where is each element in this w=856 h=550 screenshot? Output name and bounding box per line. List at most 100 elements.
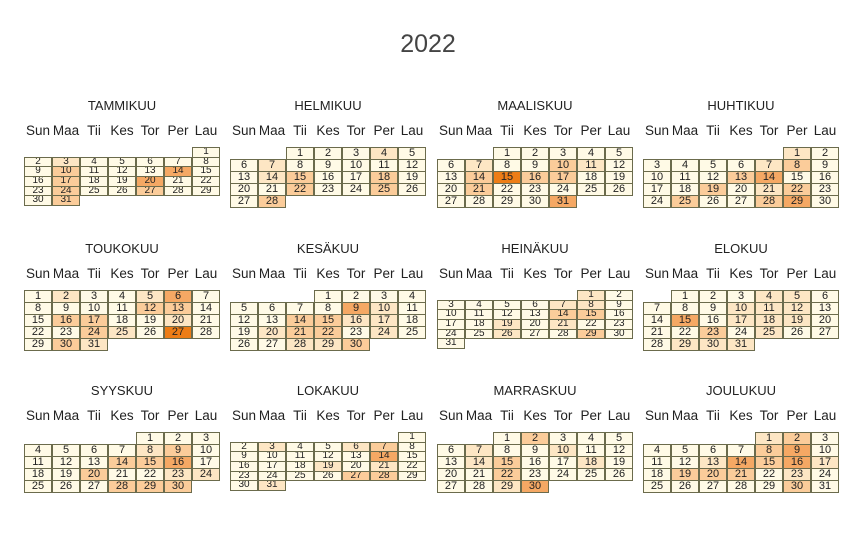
day-cell: 29: [192, 185, 220, 197]
month-title: HEINÄKUU: [501, 241, 569, 256]
weekday-label: Sun: [438, 408, 464, 423]
day-cell: 6: [699, 444, 727, 457]
day-cell: 30: [521, 480, 549, 493]
day-cell: 15: [314, 314, 342, 327]
day-cell: 22: [286, 183, 314, 196]
weekday-label: Lau: [400, 266, 424, 281]
weekday-label: Kes: [110, 123, 134, 138]
day-cell: 29: [783, 195, 811, 208]
weekday-label: Lau: [194, 266, 218, 281]
weekday-label: Tii: [500, 408, 514, 423]
month-title: HUHTIKUU: [707, 98, 775, 113]
weekday-label: Kes: [110, 408, 134, 423]
weekday-label: Maa: [258, 266, 286, 281]
weekday-label: Lau: [607, 266, 631, 281]
day-cell: 13: [811, 302, 839, 315]
day-cell: 25: [108, 326, 136, 339]
day-cell: 27: [521, 328, 549, 340]
day-cell: 29: [24, 338, 52, 351]
day-cell: 26: [783, 326, 811, 339]
weekday-label: Maa: [465, 266, 493, 281]
day-cell: 18: [577, 171, 605, 184]
day-cell: 13: [699, 456, 727, 469]
day-cell: 9: [521, 444, 549, 457]
weekday-label: Kes: [316, 123, 340, 138]
day-cell: 5: [699, 159, 727, 172]
day-cell: 26: [108, 185, 136, 197]
weekday-label: Kes: [316, 266, 340, 281]
weekday-label: Maa: [52, 408, 80, 423]
weekday-label: Tor: [346, 266, 366, 281]
weekday-label: Kes: [110, 266, 134, 281]
day-cell: 28: [549, 328, 577, 340]
weekday-label: Sun: [25, 408, 51, 423]
day-cell: 26: [230, 338, 258, 351]
day-cell: 4: [24, 444, 52, 457]
weekday-label: Maa: [671, 266, 699, 281]
weekday-label: Maa: [52, 266, 80, 281]
day-cell: 28: [465, 480, 493, 493]
weekday-label: Maa: [258, 408, 286, 423]
weekday-label: Tor: [759, 266, 779, 281]
day-cell: 31: [437, 338, 465, 349]
month-title: JOULUKUU: [705, 383, 777, 398]
day-cell: 30: [783, 480, 811, 493]
weekday-label: Sun: [231, 408, 257, 423]
month-title: KESÄKUU: [296, 241, 360, 256]
weekday-label: Maa: [671, 123, 699, 138]
day-cell: 26: [605, 468, 633, 481]
day-cell: 11: [577, 444, 605, 457]
day-cell: 30: [52, 338, 80, 351]
day-cell: 26: [398, 183, 426, 196]
weekday-label: Per: [580, 266, 602, 281]
weekday-label: Tii: [500, 266, 514, 281]
weekday-label: Tii: [293, 408, 307, 423]
weekday-label: Tor: [140, 266, 160, 281]
weekday-label: Maa: [258, 123, 286, 138]
day-cell: 25: [643, 480, 671, 493]
weekday-label: Sun: [644, 408, 670, 423]
day-cell: 25: [465, 328, 493, 340]
day-cell: 6: [258, 302, 286, 315]
day-cell: 29: [493, 195, 521, 208]
weekday-label: Kes: [729, 123, 753, 138]
day-cell: 27: [727, 195, 755, 208]
day-cell: 31: [80, 338, 108, 351]
day-cell: 28: [727, 480, 755, 493]
day-cell: 27: [136, 185, 164, 197]
day-cell: 29: [493, 480, 521, 493]
weekday-label: Per: [786, 408, 808, 423]
weekday-label: Lau: [813, 408, 837, 423]
day-cell: 30: [24, 195, 52, 206]
weekday-label: Kes: [523, 408, 547, 423]
weekday-label: Tii: [706, 408, 720, 423]
weekday-label: Tii: [293, 266, 307, 281]
weekday-label: Tii: [87, 266, 101, 281]
weekday-label: Tor: [759, 123, 779, 138]
day-cell: 24: [549, 468, 577, 481]
weekday-label: Per: [167, 123, 189, 138]
day-cell: 30: [342, 338, 370, 351]
day-cell: 29: [755, 480, 783, 493]
weekday-label: Lau: [400, 123, 424, 138]
year-title: 2022: [400, 30, 456, 58]
day-cell: 24: [727, 326, 755, 339]
weekday-label: Per: [580, 123, 602, 138]
day-cell: 25: [24, 480, 52, 493]
day-cell: 31: [811, 480, 839, 493]
day-cell: 27: [230, 195, 258, 208]
day-cell: 12: [783, 302, 811, 315]
day-cell: 29: [314, 338, 342, 351]
day-cell: 28: [164, 185, 192, 197]
weekday-label: Per: [167, 408, 189, 423]
month-title: TAMMIKUU: [87, 98, 157, 113]
weekday-label: Per: [167, 266, 189, 281]
weekday-label: Per: [786, 123, 808, 138]
day-cell: 24: [643, 195, 671, 208]
day-cell: 6: [164, 290, 192, 303]
day-cell: 26: [699, 195, 727, 208]
weekday-label: Tii: [500, 123, 514, 138]
month-title: LOKAKUU: [296, 383, 360, 398]
day-cell: 26: [136, 326, 164, 339]
weekday-label: Tii: [87, 123, 101, 138]
